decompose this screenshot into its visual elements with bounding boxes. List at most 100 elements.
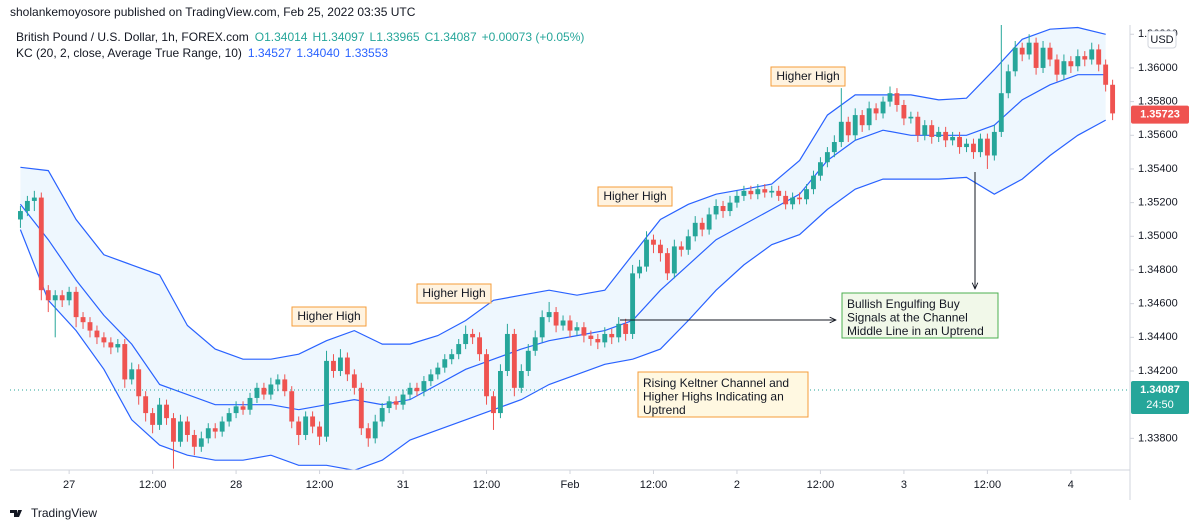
kc-middle-value: 1.34040	[296, 46, 340, 60]
candle-body	[498, 370, 503, 414]
candle-body	[644, 239, 649, 267]
candle-body	[894, 93, 900, 105]
candle-body	[908, 116, 914, 119]
legend-open: O1.34014	[255, 30, 308, 44]
candle-body	[101, 337, 107, 343]
candle-body	[991, 131, 997, 156]
candle-body	[1047, 47, 1053, 60]
candle-body	[783, 195, 789, 205]
candle-body	[484, 354, 489, 397]
candle-body	[66, 291, 72, 301]
currency-badge[interactable]	[1147, 30, 1177, 49]
candle-body	[845, 121, 851, 136]
indicator-label: KC (20, 2, close, Average True Range, 10…	[16, 46, 242, 60]
candle-body	[859, 115, 865, 126]
candle-body	[24, 200, 30, 212]
candle-body	[831, 142, 837, 153]
candle-body	[407, 387, 413, 395]
y-tick-label: 1.35400	[1138, 163, 1178, 175]
x-tick-label: 12:00	[473, 479, 501, 491]
candle-body	[588, 335, 594, 340]
candle-body	[150, 413, 156, 425]
candle-body	[80, 317, 86, 323]
candle-body	[31, 197, 37, 201]
candle-body	[1103, 64, 1109, 85]
candle-body	[852, 115, 858, 136]
candle-body	[804, 189, 809, 200]
candle-body	[755, 189, 761, 195]
legend-low: L1.33965	[370, 30, 420, 44]
kc-upper-line	[20, 26, 1106, 360]
candle-body	[477, 337, 482, 355]
candle-body	[692, 222, 698, 237]
candle-body	[678, 246, 684, 250]
candle-body	[171, 418, 176, 442]
higher-high-box	[770, 66, 846, 87]
x-tick-label: 12:00	[974, 479, 1002, 491]
higher-high-label: Higher High	[422, 286, 485, 300]
candle-body	[873, 108, 879, 114]
candle-body	[734, 195, 740, 203]
trend-note-line: Uptrend	[643, 403, 686, 417]
higher-high-label: Higher High	[603, 189, 666, 203]
footer-brand: TradingView	[31, 506, 97, 520]
candle-body	[685, 236, 691, 250]
candle-body	[254, 387, 260, 398]
higher-high-label: Higher High	[297, 309, 360, 323]
candle-body	[838, 121, 844, 143]
candle-body	[616, 323, 622, 338]
candle-body	[567, 320, 573, 331]
y-tick-label: 1.34200	[1138, 365, 1178, 377]
candle-body	[595, 339, 601, 343]
candle-body	[59, 295, 65, 301]
legend-close: C1.34087	[425, 30, 477, 44]
candle-body	[303, 416, 309, 435]
candle-body	[358, 387, 364, 429]
currency-label[interactable]: USD	[1150, 34, 1173, 46]
candle-body	[929, 125, 935, 137]
candle-body	[1026, 42, 1032, 55]
higher-high-box	[597, 186, 673, 207]
candle-body	[94, 330, 100, 338]
current-price-label: 1.34087	[1140, 384, 1180, 396]
countdown-label: 24:50	[1146, 399, 1174, 411]
candle-body	[818, 162, 823, 176]
candle-body	[762, 189, 768, 193]
candle-body	[630, 273, 636, 334]
candle-body	[971, 143, 976, 153]
candle-body	[198, 438, 204, 447]
candle-body	[122, 344, 128, 380]
candle-body	[915, 116, 921, 136]
candle-body	[296, 421, 302, 435]
candle-body	[581, 327, 587, 336]
x-tick-label: 4	[1068, 479, 1074, 491]
candle-body	[713, 205, 719, 215]
candle-body	[421, 381, 427, 392]
candle-body	[748, 190, 754, 195]
candle-body	[1019, 47, 1025, 55]
candle-body	[769, 190, 775, 193]
candle-body	[261, 387, 267, 395]
candle-body	[623, 323, 629, 334]
x-tick-label: 3	[901, 479, 907, 491]
x-tick-label: 12:00	[306, 479, 334, 491]
candle-body	[998, 93, 1004, 132]
candle-body	[87, 322, 93, 331]
candle-body	[1075, 56, 1081, 67]
candle-body	[1033, 42, 1039, 68]
candle-body	[428, 374, 434, 382]
candle-body	[553, 312, 559, 326]
candle-body	[651, 239, 656, 245]
signal-note-box	[841, 292, 999, 339]
plot-area	[10, 25, 1130, 470]
candle-body	[310, 416, 316, 427]
candle-body	[943, 131, 949, 141]
candle-body	[1082, 56, 1088, 60]
candle-body	[706, 214, 712, 230]
kc-lower-line	[19, 119, 1106, 470]
y-tick-label: 1.36000	[1138, 62, 1178, 74]
candle-body	[880, 101, 886, 114]
candle-body	[776, 190, 782, 196]
candle-body	[435, 367, 441, 375]
candle-body	[136, 369, 142, 397]
